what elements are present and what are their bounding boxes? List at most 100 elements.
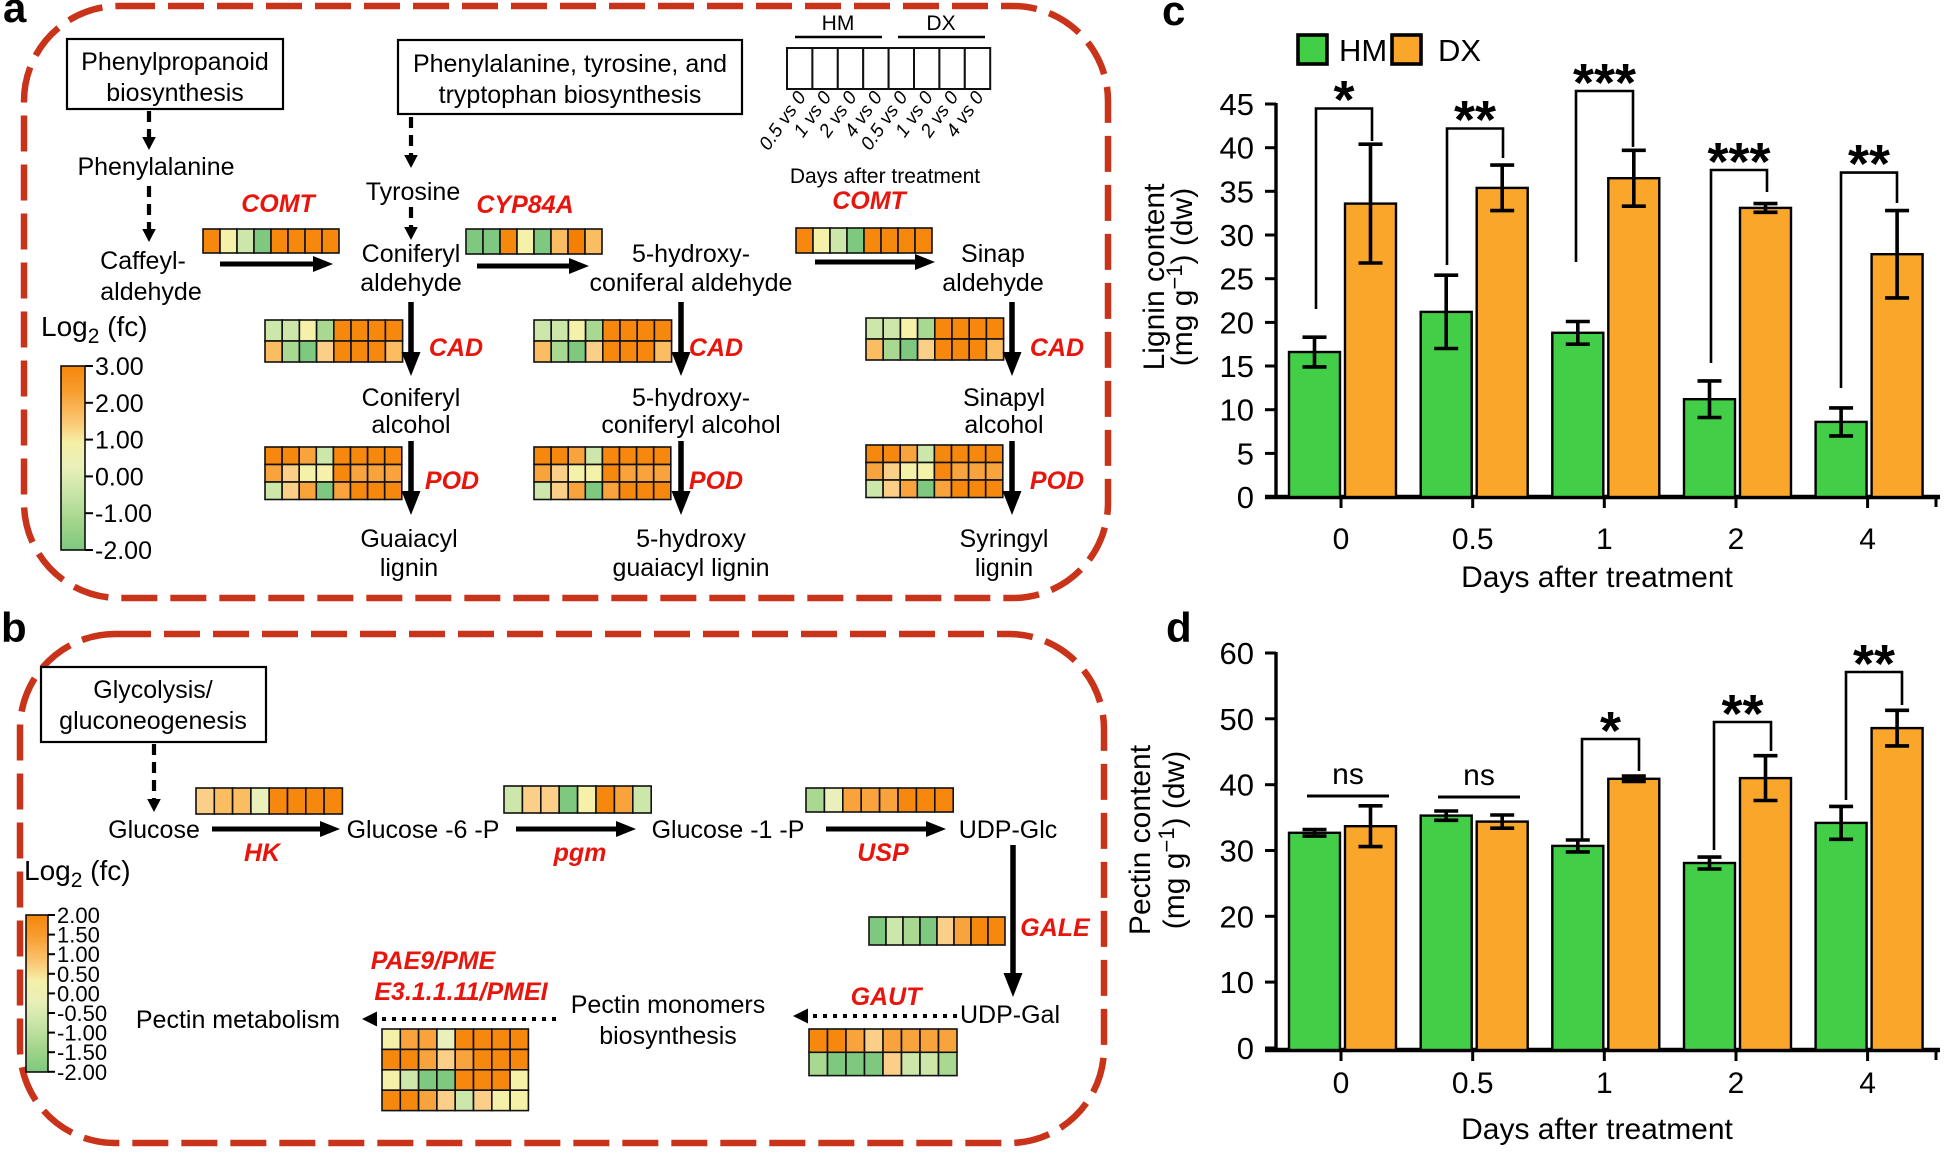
svg-text:tryptophan biosynthesis: tryptophan biosynthesis bbox=[439, 81, 702, 109]
svg-text:alcohol: alcohol bbox=[371, 411, 450, 439]
svg-text:HM: HM bbox=[1339, 33, 1387, 68]
svg-text:Pectin content: Pectin content bbox=[1124, 744, 1157, 935]
svg-text:HM: HM bbox=[822, 12, 855, 35]
svg-text:Lignin content: Lignin content bbox=[1138, 183, 1171, 370]
svg-text:40: 40 bbox=[1220, 131, 1254, 166]
svg-text:1.00: 1.00 bbox=[95, 427, 144, 455]
svg-text:20: 20 bbox=[1220, 899, 1254, 934]
svg-text:PAE9/PME: PAE9/PME bbox=[371, 947, 497, 975]
svg-text:0: 0 bbox=[1237, 480, 1254, 515]
svg-text:4: 4 bbox=[1859, 1067, 1876, 1100]
svg-text:Glucose -6 -P: Glucose -6 -P bbox=[347, 816, 500, 844]
svg-text:CAD: CAD bbox=[689, 334, 743, 362]
svg-text:biosynthesis: biosynthesis bbox=[106, 79, 244, 107]
svg-text:0.00: 0.00 bbox=[57, 981, 100, 1006]
svg-text:Tyrosine: Tyrosine bbox=[366, 178, 460, 206]
svg-text:30: 30 bbox=[1220, 218, 1254, 253]
svg-text:Syringyl: Syringyl bbox=[960, 525, 1049, 553]
svg-text:40: 40 bbox=[1220, 768, 1254, 803]
svg-text:Glycolysis/: Glycolysis/ bbox=[93, 676, 213, 704]
svg-text:25: 25 bbox=[1220, 262, 1254, 297]
svg-text:DX: DX bbox=[926, 12, 955, 35]
svg-text:0.50: 0.50 bbox=[57, 962, 100, 987]
svg-text:UDP-Gal: UDP-Gal bbox=[960, 1001, 1060, 1029]
svg-text:c: c bbox=[1162, 0, 1185, 34]
svg-text:CAD: CAD bbox=[429, 334, 483, 362]
svg-text:Glucose: Glucose bbox=[108, 816, 200, 844]
svg-text:0.00: 0.00 bbox=[95, 463, 144, 491]
svg-text:Glucose -1 -P: Glucose -1 -P bbox=[652, 816, 805, 844]
svg-text:alcohol: alcohol bbox=[964, 411, 1043, 439]
svg-text:**: ** bbox=[1454, 90, 1496, 150]
svg-text:-1.50: -1.50 bbox=[57, 1040, 107, 1065]
svg-text:b: b bbox=[1, 604, 27, 651]
svg-text:5-hydroxy: 5-hydroxy bbox=[636, 525, 746, 553]
svg-text:2.00: 2.00 bbox=[57, 903, 100, 928]
svg-text:3.00: 3.00 bbox=[95, 353, 144, 381]
svg-text:-0.50: -0.50 bbox=[57, 1001, 107, 1026]
svg-text:Pectin metabolism: Pectin metabolism bbox=[136, 1006, 340, 1034]
svg-text:DX: DX bbox=[1438, 33, 1481, 68]
svg-text:(mg g−1) (dw): (mg g−1) (dw) bbox=[1162, 188, 1199, 366]
svg-text:lignin: lignin bbox=[975, 554, 1033, 582]
svg-text:1.50: 1.50 bbox=[57, 923, 100, 948]
svg-text:coniferal aldehyde: coniferal aldehyde bbox=[590, 269, 793, 297]
svg-text:Days after treatment: Days after treatment bbox=[1461, 1113, 1733, 1146]
svg-text:Days after treatment: Days after treatment bbox=[1461, 561, 1733, 594]
svg-text:Coniferyl: Coniferyl bbox=[362, 240, 461, 268]
svg-text:10: 10 bbox=[1220, 965, 1254, 1000]
svg-text:Caffeyl-: Caffeyl- bbox=[100, 247, 186, 275]
svg-text:0.5: 0.5 bbox=[1452, 523, 1494, 556]
svg-text:1.00: 1.00 bbox=[57, 942, 100, 967]
svg-text:aldehyde: aldehyde bbox=[360, 269, 461, 297]
svg-text:d: d bbox=[1166, 604, 1192, 651]
svg-text:5: 5 bbox=[1237, 436, 1254, 471]
svg-text:-2.00: -2.00 bbox=[95, 537, 152, 565]
svg-text:POD: POD bbox=[689, 467, 743, 495]
svg-text:20: 20 bbox=[1220, 305, 1254, 340]
svg-text:***: *** bbox=[1707, 132, 1770, 192]
svg-text:45: 45 bbox=[1220, 87, 1254, 122]
svg-text:biosynthesis: biosynthesis bbox=[599, 1022, 737, 1050]
svg-text:30: 30 bbox=[1220, 833, 1254, 868]
svg-text:guaiacyl lignin: guaiacyl lignin bbox=[612, 554, 769, 582]
svg-text:GALE: GALE bbox=[1020, 914, 1091, 942]
svg-text:COMT: COMT bbox=[241, 190, 317, 218]
svg-text:Pectin monomers: Pectin monomers bbox=[571, 991, 766, 1019]
svg-text:POD: POD bbox=[1030, 467, 1084, 495]
svg-text:0.5: 0.5 bbox=[1452, 1067, 1494, 1100]
svg-text:POD: POD bbox=[425, 467, 479, 495]
svg-text:*: * bbox=[1333, 70, 1354, 130]
svg-text:5-hydroxy-: 5-hydroxy- bbox=[632, 384, 750, 412]
svg-text:4: 4 bbox=[1859, 523, 1876, 556]
svg-text:aldehyde: aldehyde bbox=[942, 269, 1043, 297]
svg-text:15: 15 bbox=[1220, 349, 1254, 384]
svg-text:2: 2 bbox=[1728, 523, 1745, 556]
svg-text:Sinapyl: Sinapyl bbox=[963, 384, 1045, 412]
svg-text:2: 2 bbox=[1728, 1067, 1745, 1100]
svg-text:0: 0 bbox=[1333, 523, 1350, 556]
svg-text:0: 0 bbox=[1333, 1067, 1350, 1100]
svg-text:Coniferyl: Coniferyl bbox=[362, 384, 461, 412]
svg-text:GAUT: GAUT bbox=[851, 983, 925, 1011]
svg-text:ns: ns bbox=[1463, 759, 1495, 792]
svg-text:Phenylalanine, tyrosine, and: Phenylalanine, tyrosine, and bbox=[413, 50, 727, 78]
svg-text:***: *** bbox=[1573, 53, 1636, 113]
svg-text:-1.00: -1.00 bbox=[95, 500, 152, 528]
svg-text:ns: ns bbox=[1332, 758, 1364, 791]
svg-text:Phenylalanine: Phenylalanine bbox=[77, 153, 234, 181]
svg-text:gluconeogenesis: gluconeogenesis bbox=[59, 707, 247, 735]
svg-text:Sinap: Sinap bbox=[961, 240, 1025, 268]
svg-text:CAD: CAD bbox=[1030, 334, 1084, 362]
svg-text:a: a bbox=[3, 0, 27, 31]
svg-text:1: 1 bbox=[1596, 523, 1613, 556]
svg-text:50: 50 bbox=[1220, 702, 1254, 737]
svg-text:60: 60 bbox=[1220, 636, 1254, 671]
svg-text:2.00: 2.00 bbox=[95, 390, 144, 418]
svg-text:UDP-Glc: UDP-Glc bbox=[959, 816, 1058, 844]
svg-text:lignin: lignin bbox=[380, 554, 438, 582]
svg-text:pgm: pgm bbox=[553, 839, 607, 867]
svg-text:**: ** bbox=[1853, 634, 1895, 694]
svg-text:USP: USP bbox=[857, 839, 909, 867]
svg-text:-1.00: -1.00 bbox=[57, 1021, 107, 1046]
